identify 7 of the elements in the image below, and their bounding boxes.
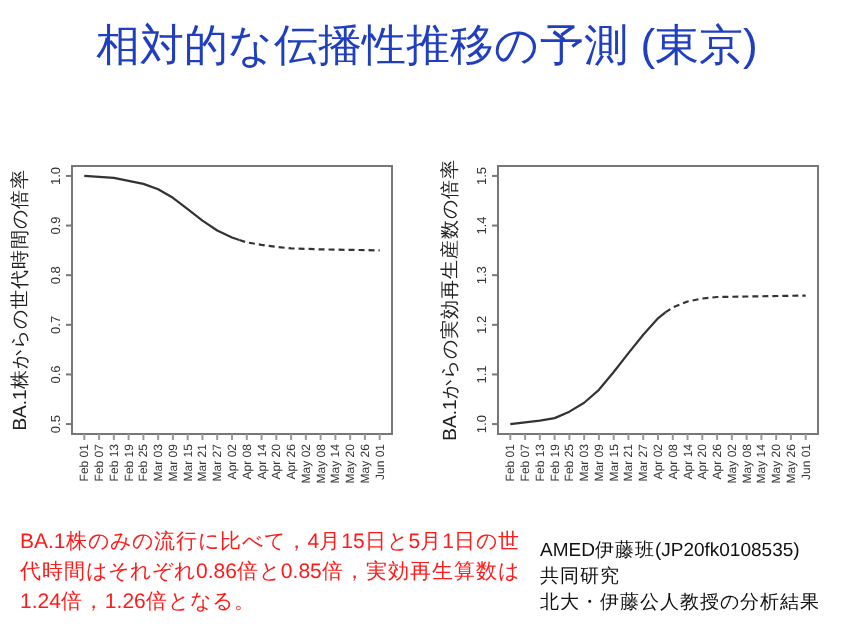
chart-title: 相対的な伝播性推移の予測 (東京) xyxy=(96,20,758,70)
text: BA.1株のみの流行に比べて，4月15日と5月1日の世代時間はそれぞれ0.86倍と0.85倍，実効再生算数は1.24倍，1.26倍となる。 xyxy=(20,528,522,618)
text: 共同研究 xyxy=(540,566,620,590)
y-axis-title: BA.1からの実効再生産数の倍率 xyxy=(438,159,462,441)
y-axis-title: BA.1株からの世代時間の倍率 xyxy=(8,169,32,431)
text: AMED伊藤班(JP20fk0108535) xyxy=(540,540,800,564)
text: 北大・伊藤公人教授の分析結果 xyxy=(540,592,820,616)
